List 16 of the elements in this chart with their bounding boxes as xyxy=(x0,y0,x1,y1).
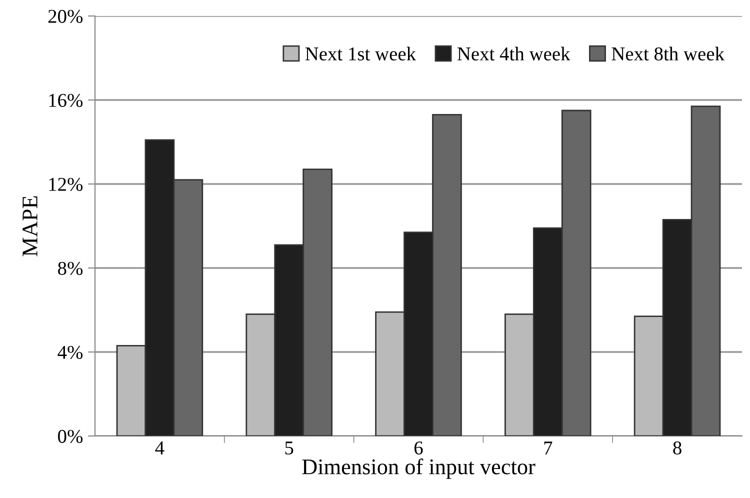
legend-label: Next 4th week xyxy=(457,46,570,60)
y-tick-label: 0% xyxy=(58,430,83,443)
x-tick-label: 8 xyxy=(673,441,682,455)
y-tick-label: 8% xyxy=(58,262,83,275)
y-tick-label: 20% xyxy=(48,10,83,23)
x-tick-label: 6 xyxy=(414,441,423,455)
y-axis-title: MAPE xyxy=(22,196,38,256)
x-axis-title: Dimension of input vector xyxy=(302,458,536,479)
legend-label: Next 8th week xyxy=(612,46,724,60)
x-tick-label: 7 xyxy=(544,442,552,454)
y-tick-label: 4% xyxy=(58,346,83,359)
y-tick-label: 12% xyxy=(49,178,83,191)
y-tick-label: 16% xyxy=(49,94,83,107)
x-tick-label: 5 xyxy=(285,442,294,455)
x-tick-label: 4 xyxy=(155,442,164,454)
legend-label: Next 1st week xyxy=(305,46,416,60)
